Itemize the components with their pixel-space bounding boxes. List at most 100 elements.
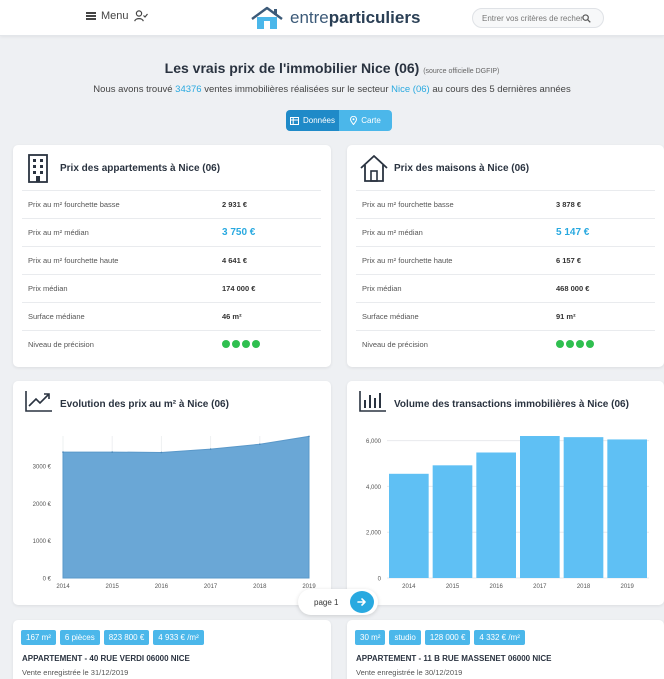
listing-tag: 128 000 € [424, 630, 471, 645]
bar [389, 473, 429, 578]
bar [607, 439, 647, 578]
transaction-volume-chart: 0 2,000 4,000 6,000 2014 2015 2016 2017 2018 2019 [366, 436, 649, 590]
precision-dot [242, 339, 250, 348]
table-row: Surface médiane 46 m² [22, 302, 321, 331]
listing-tag: 823 800 € [103, 630, 150, 645]
houses-price-card: Prix des maisons à Nice (06) Prix au m² … [347, 145, 664, 367]
table-row: Niveau de précision [356, 331, 655, 359]
table-row: Prix au m² fourchette haute 4 641 € [22, 246, 321, 275]
y-tick-label: 6,000 [366, 439, 382, 445]
x-tick-label: 2015 [106, 584, 120, 590]
precision-dot [252, 339, 260, 348]
house-logo-icon [251, 6, 283, 29]
houses-price-table: Prix au m² fourchette basse 3 878 € Prix … [356, 190, 655, 359]
page-subtitle: Nous avons trouvé 34376 ventes immobiliè… [93, 84, 571, 95]
precision-dots [556, 339, 594, 348]
table-row: Prix médian 468 000 € [356, 274, 655, 303]
y-tick-label: 3000 € [33, 464, 52, 470]
apartments-price-card: Prix des appartements à Nice (06) Prix a… [13, 145, 331, 367]
menu-label: Menu [101, 10, 129, 22]
area-series [62, 435, 310, 579]
listing-sale-date: Vente enregistrée le 30/12/2019 [356, 668, 463, 677]
data-point [209, 448, 212, 450]
x-tick-label: 2015 [446, 584, 460, 590]
apartments-card-title: Prix des appartements à Nice (06) [60, 163, 221, 174]
sector-link[interactable]: Nice (06) [391, 84, 430, 95]
x-tick-label: 2018 [577, 584, 591, 590]
bar [432, 465, 473, 578]
precision-dot [586, 339, 594, 348]
apartments-price-table: Prix au m² fourchette basse 2 931 € Prix … [22, 190, 321, 359]
table-row: Niveau de précision [22, 331, 321, 359]
arrow-right-icon [357, 598, 366, 606]
listing-card[interactable]: 30 m² studio 128 000 € 4 332 € /m² APPAR… [347, 620, 664, 679]
listing-address[interactable]: APPARTEMENT - 40 RUE VERDI 06000 NICE [22, 654, 190, 663]
pagination: page 1 [298, 589, 378, 615]
listing-tag: 30 m² [355, 630, 386, 645]
precision-dot [566, 339, 574, 348]
data-view-button[interactable]: Données [286, 110, 339, 131]
menu-button[interactable]: Menu [86, 10, 148, 22]
listing-tag: 6 pièces [59, 630, 100, 645]
precision-dot [232, 339, 240, 348]
search-box [472, 8, 604, 28]
house-icon [360, 155, 388, 182]
table-row: Prix au m² fourchette basse 3 878 € [356, 190, 655, 219]
y-tick-label: 4,000 [366, 485, 382, 491]
data-point [160, 451, 163, 454]
precision-dot [576, 339, 584, 348]
price-evolution-chart: 0 € 1000 € 2000 € 3000 € 2014 2015 2016 2017 201… [33, 435, 316, 590]
search-icon[interactable] [582, 13, 591, 23]
listing-tag: 4 933 € /m² [153, 630, 204, 645]
user-icon[interactable] [133, 10, 148, 22]
x-tick-label: 2017 [533, 584, 547, 590]
table-icon [289, 116, 299, 125]
view-toggle: Données Carte [286, 110, 392, 131]
y-tick-label: 0 [378, 577, 382, 583]
site-logo[interactable]: entreparticuliers [250, 6, 420, 30]
top-header: Menu entreparticuliers [0, 0, 664, 36]
next-page-button[interactable] [350, 591, 374, 613]
transaction-volume-title: Volume des transactions immobilières à N… [394, 399, 629, 410]
logo-text: entreparticuliers [290, 8, 421, 27]
building-icon [28, 154, 48, 183]
bar [563, 437, 604, 578]
listing-tag: 4 332 € /m² [474, 630, 525, 645]
listing-tags: 30 m² studio 128 000 € 4 332 € /m² [355, 630, 525, 645]
table-row: Prix médian 174 000 € [22, 274, 321, 303]
price-evolution-title: Evolution des prix au m² à Nice (06) [60, 399, 229, 410]
bar-chart-icon [359, 391, 386, 412]
price-evolution-card: Evolution des prix au m² à Nice (06) 0 €… [13, 381, 331, 605]
search-input[interactable] [482, 13, 582, 23]
x-tick-label: 2017 [204, 584, 218, 590]
hamburger-icon [86, 12, 96, 20]
table-row: Prix au m² médian 5 147 € [356, 218, 655, 247]
page-label: page 1 [314, 598, 339, 607]
precision-dot [222, 339, 230, 348]
x-tick-label: 2019 [620, 584, 634, 590]
listing-card[interactable]: 167 m² 6 pièces 823 800 € 4 933 € /m² AP… [13, 620, 331, 679]
x-tick-label: 2016 [155, 584, 169, 590]
y-tick-label: 0 € [43, 577, 52, 583]
map-view-button[interactable]: Carte [339, 110, 392, 131]
listing-address[interactable]: APPARTEMENT - 11 B RUE MASSENET 06000 NI… [356, 654, 552, 663]
listing-tag: 167 m² [21, 630, 56, 645]
listing-tag: studio [389, 630, 421, 645]
data-point [111, 451, 113, 453]
x-tick-label: 2016 [489, 584, 503, 590]
data-point [308, 435, 310, 438]
x-tick-label: 2019 [302, 584, 316, 590]
sales-count: 34376 [175, 84, 202, 95]
bar [476, 452, 516, 578]
x-tick-label: 2014 [402, 584, 416, 590]
houses-card-title: Prix des maisons à Nice (06) [394, 163, 530, 174]
listing-sale-date: Vente enregistrée le 31/12/2019 [22, 668, 129, 677]
x-tick-label: 2014 [56, 584, 70, 590]
table-row: Surface médiane 91 m² [356, 302, 655, 331]
map-pin-icon [350, 116, 358, 125]
transaction-volume-card: Volume des transactions immobilières à N… [347, 381, 664, 605]
x-tick-label: 2018 [253, 584, 267, 590]
y-tick-label: 2000 € [33, 502, 52, 508]
trending-up-icon [25, 391, 52, 412]
bar [520, 436, 560, 578]
